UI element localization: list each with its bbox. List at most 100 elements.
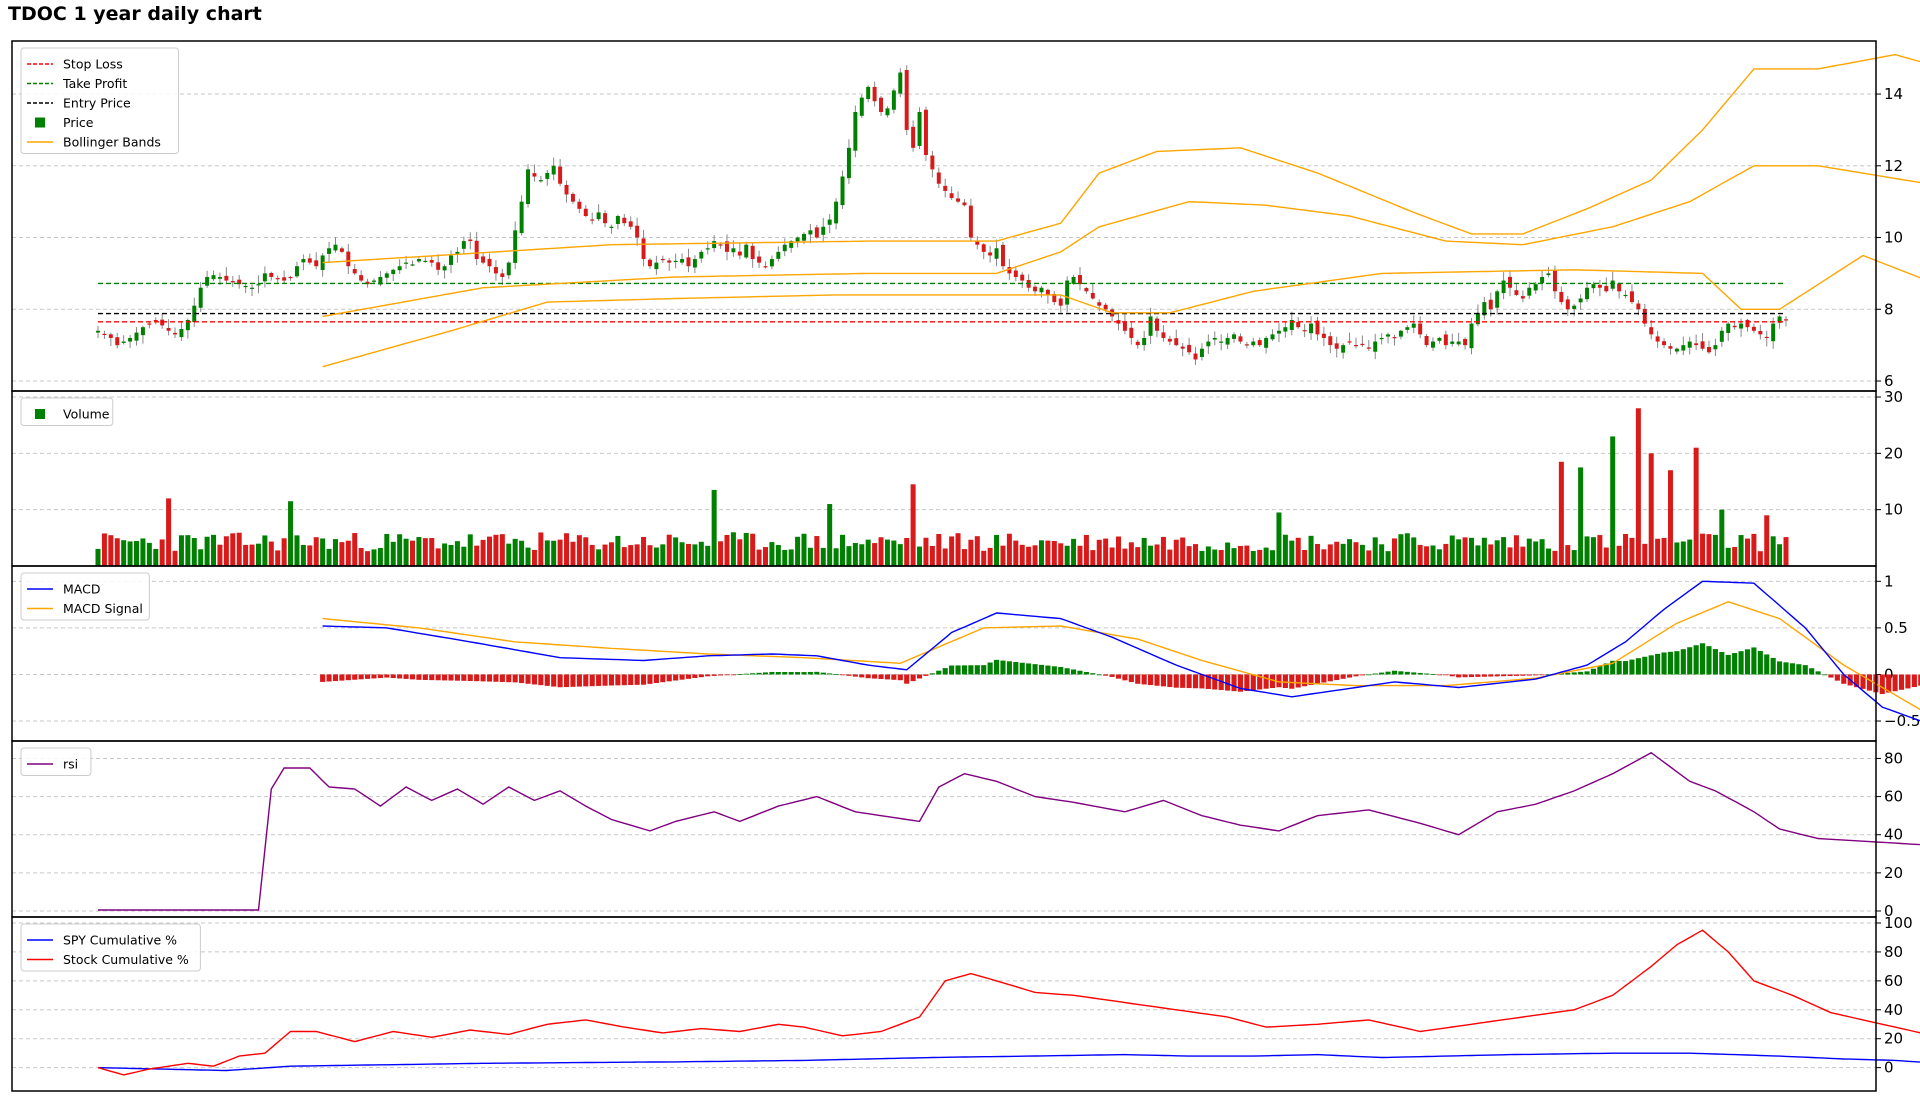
macd-histogram-bar	[827, 673, 833, 675]
volume-bar	[339, 542, 345, 566]
macd-histogram-bar	[1160, 674, 1166, 687]
macd-histogram-bar	[1424, 673, 1430, 675]
volume-bar	[692, 544, 698, 566]
candle-body	[371, 280, 376, 282]
volume-bar	[1578, 467, 1584, 566]
volume-bar	[917, 546, 923, 566]
volume-bar	[1000, 545, 1006, 566]
candle-body	[1565, 299, 1570, 310]
volume-bar	[724, 534, 730, 566]
volume-bar	[859, 544, 865, 566]
volume-bar	[775, 545, 781, 566]
candle-body	[384, 273, 389, 278]
macd-histogram-bar	[1738, 651, 1744, 675]
macd-histogram-bar	[506, 674, 512, 683]
candle-body	[866, 86, 871, 100]
volume-bar	[1302, 549, 1308, 566]
candle-body	[1212, 337, 1217, 340]
macd-histogram-bar	[1501, 674, 1507, 677]
volume-bar	[987, 547, 993, 566]
macd-histogram-bar	[345, 674, 351, 681]
macd-histogram-bar	[1244, 674, 1250, 691]
candle-body	[1065, 280, 1070, 305]
candle-body	[423, 260, 428, 263]
volume-bar	[1777, 544, 1783, 566]
candle-body	[1084, 288, 1089, 292]
macd-histogram-bar	[1456, 674, 1462, 678]
volume-bar	[217, 544, 223, 566]
legend-panel-3: MACD MACD Signal	[20, 572, 150, 621]
volume-bar	[949, 536, 955, 566]
macd-histogram-bar	[525, 674, 531, 684]
candle-body	[1437, 337, 1442, 341]
volume-bar	[1379, 544, 1385, 566]
macd-histogram-bar	[640, 674, 647, 685]
volume-bar	[95, 548, 101, 566]
macd-histogram-bar	[1584, 671, 1590, 675]
macd-histogram-bar	[377, 674, 383, 678]
candle-body	[763, 266, 768, 268]
macd-histogram-bar	[1578, 671, 1584, 675]
candle-body	[1078, 275, 1082, 285]
macd-histogram-bar	[1513, 674, 1520, 676]
volume-bar	[1385, 551, 1391, 566]
volume-bar	[300, 544, 306, 566]
volume-bar	[1347, 539, 1353, 566]
macd-line	[322, 580, 1920, 722]
y-tick-label: 60	[1884, 972, 1903, 990]
macd-histogram-bar	[1674, 651, 1680, 675]
volume-bar	[557, 539, 563, 566]
candle-body	[1174, 338, 1179, 346]
candle-body	[782, 244, 787, 252]
candle-body	[622, 217, 627, 224]
candle-body	[314, 260, 319, 267]
macd-histogram-bar	[1257, 674, 1263, 690]
volume-bar	[1270, 550, 1276, 566]
candle-body	[1020, 274, 1025, 281]
macd-histogram-bar	[1809, 668, 1815, 675]
macd-histogram-bar	[628, 674, 634, 686]
candle-body	[359, 275, 364, 281]
volume-bar	[1404, 533, 1410, 566]
macd-histogram-bar	[711, 674, 717, 676]
macd-histogram-bar	[474, 674, 480, 682]
macd-histogram-bar	[1815, 671, 1821, 675]
macd-histogram-bar	[1218, 674, 1224, 691]
volume-bar	[127, 541, 133, 566]
macd-histogram-bar	[1462, 674, 1468, 678]
macd-histogram-bar	[1115, 674, 1122, 679]
candle-body	[1071, 276, 1076, 284]
volume-bar	[942, 548, 948, 566]
volume-bar	[1539, 539, 1545, 566]
macd-histogram-bar	[993, 659, 1000, 675]
volume-bar	[1244, 545, 1250, 566]
y-tick-label: 12	[1884, 157, 1903, 175]
volume-bar	[1475, 545, 1481, 566]
macd-histogram-bar	[814, 671, 820, 675]
candle-body	[1424, 336, 1429, 346]
volume-bar	[1237, 545, 1243, 566]
candle-body	[205, 276, 210, 286]
candle-body	[846, 147, 851, 179]
macd-histogram-bar	[1475, 674, 1481, 677]
candle-body	[975, 241, 980, 245]
macd-histogram-bar	[1539, 674, 1545, 676]
volume-bar	[1051, 541, 1057, 566]
macd-histogram-bar	[339, 674, 345, 681]
candle-body	[102, 333, 107, 336]
candle-body	[416, 259, 421, 262]
y-tick-label: 20	[1884, 1030, 1903, 1048]
candle-body	[1495, 291, 1500, 308]
macd-histogram-bar	[1006, 661, 1012, 675]
macd-histogram-bar	[1141, 674, 1147, 685]
volume-bar	[1135, 547, 1141, 566]
legend-box	[20, 923, 201, 972]
candle-body	[1463, 338, 1468, 346]
volume-bar	[166, 498, 172, 566]
candle-body	[1103, 304, 1108, 310]
legend-label: MACD	[63, 582, 100, 597]
macd-histogram-bar	[467, 674, 473, 681]
volume-bar	[1764, 515, 1770, 566]
candle-body	[1244, 344, 1249, 346]
candle-body	[1122, 322, 1127, 331]
